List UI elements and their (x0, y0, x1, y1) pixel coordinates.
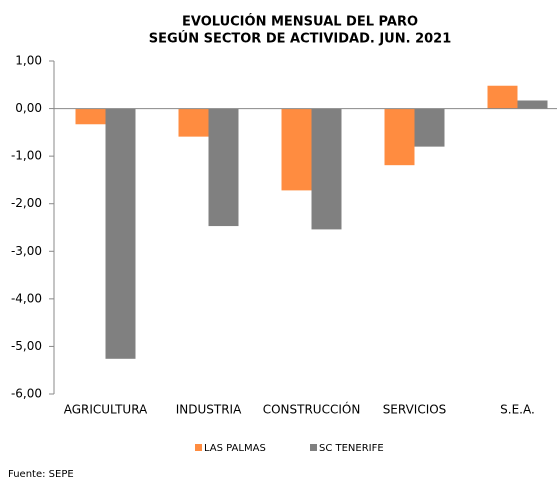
x-tick-label: AGRICULTURA (64, 403, 148, 417)
bar (414, 108, 445, 147)
bar (178, 108, 209, 137)
bar (517, 100, 548, 109)
chart-title: SEGÚN SECTOR DE ACTIVIDAD. JUN. 2021 (149, 31, 452, 47)
y-tick-label: -5,00 (11, 339, 42, 353)
bar (384, 108, 415, 166)
bar (105, 108, 136, 359)
x-tick-label: S.E.A. (500, 403, 535, 417)
y-tick-label: -1,00 (11, 149, 42, 163)
bar (281, 108, 312, 191)
bar (208, 108, 239, 227)
y-tick-label: 0,00 (15, 101, 42, 115)
bar (487, 85, 518, 109)
y-tick-label: -6,00 (11, 387, 42, 401)
legend-label: SC TENERIFE (319, 443, 384, 454)
y-tick-label: -2,00 (11, 196, 42, 210)
legend-label: LAS PALMAS (204, 443, 266, 454)
x-tick-label: SERVICIOS (383, 403, 447, 417)
legend-swatch (310, 444, 317, 451)
y-tick-label: -4,00 (11, 291, 42, 305)
bar (311, 108, 342, 230)
source: Fuente: SEPE (8, 469, 74, 477)
x-tick-label: CONSTRUCCIÓN (263, 402, 361, 417)
legend-swatch (195, 444, 202, 451)
y-tick-label: -3,00 (11, 244, 42, 258)
chart-title: EVOLUCIÓN MENSUAL DEL PARO (182, 14, 418, 30)
y-tick-label: 1,00 (15, 54, 42, 68)
bar (75, 108, 106, 125)
x-tick-label: INDUSTRIA (176, 403, 242, 417)
